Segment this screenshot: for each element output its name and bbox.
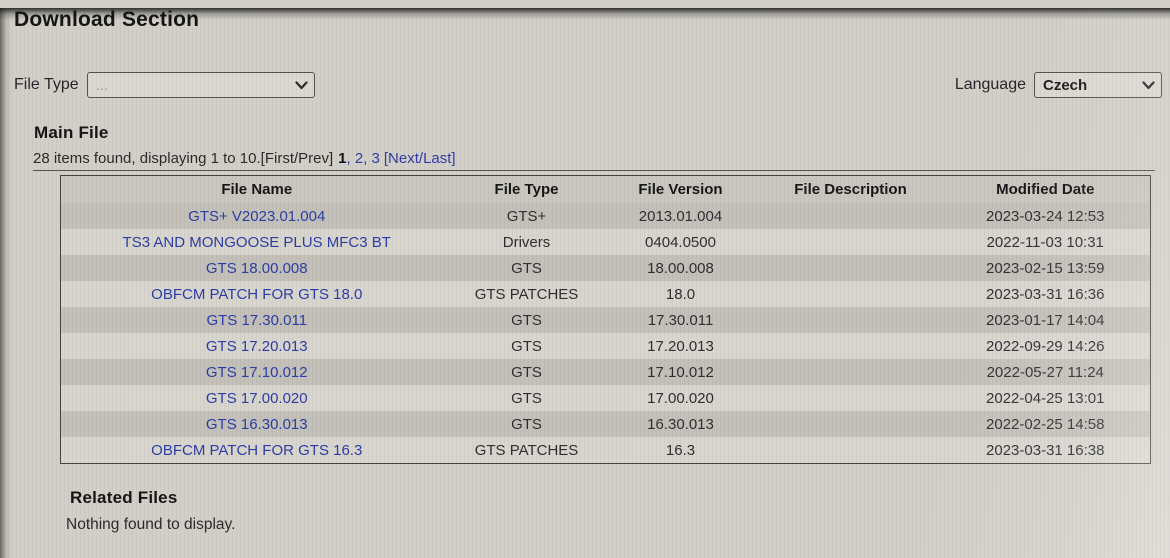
pagination-separator: , bbox=[363, 150, 368, 167]
modified-date-cell: 2023-02-15 13:59 bbox=[940, 255, 1151, 281]
main-file-table: File Name File Type File Version File De… bbox=[60, 175, 1151, 464]
table-row: GTS+ V2023.01.004 GTS+ 2013.01.004 2023-… bbox=[60, 203, 1151, 229]
main-file-heading: Main File bbox=[34, 123, 109, 142]
table-row: TS3 AND MONGOOSE PLUS MFC3 BT Drivers 04… bbox=[60, 229, 1151, 255]
file-description-cell bbox=[760, 281, 941, 307]
related-files-heading: Related Files bbox=[70, 488, 178, 507]
file-version-cell: 18.0 bbox=[600, 281, 761, 307]
table-row: GTS 17.10.012 GTS 17.10.012 2022-05-27 1… bbox=[60, 359, 1151, 385]
file-link[interactable]: GTS 18.00.008 bbox=[205, 259, 308, 277]
file-description-cell bbox=[760, 411, 941, 437]
modified-date-cell: 2023-01-17 14:04 bbox=[940, 307, 1151, 333]
file-version-cell: 16.30.013 bbox=[600, 411, 761, 437]
pagination: 28 items found, displaying 1 to 10.[Firs… bbox=[33, 150, 1155, 171]
file-description-cell bbox=[760, 333, 941, 359]
file-link[interactable]: GTS 16.30.013 bbox=[205, 415, 308, 433]
table-row: GTS 17.30.011 GTS 17.30.011 2023-01-17 1… bbox=[60, 307, 1151, 333]
column-header-file-name: File Name bbox=[60, 175, 453, 203]
chevron-down-icon bbox=[1142, 80, 1155, 90]
file-type-cell: GTS bbox=[452, 333, 601, 359]
modified-date-cell: 2023-03-24 12:53 bbox=[940, 203, 1151, 229]
language-filter: Language Czech bbox=[955, 72, 1162, 98]
file-link[interactable]: GTS 17.00.020 bbox=[205, 389, 308, 407]
download-section-page: Download Section File Type ... Language … bbox=[0, 8, 1170, 534]
file-description-cell bbox=[760, 359, 941, 385]
file-link[interactable]: GTS 17.30.011 bbox=[206, 311, 308, 329]
file-type-label: File Type bbox=[14, 76, 79, 93]
column-header-file-description: File Description bbox=[760, 175, 941, 203]
table-header-row: File Name File Type File Version File De… bbox=[60, 175, 1151, 203]
table-row: GTS 17.20.013 GTS 17.20.013 2022-09-29 1… bbox=[60, 333, 1151, 359]
file-type-cell: Drivers bbox=[452, 229, 601, 255]
file-type-select[interactable]: ... bbox=[86, 72, 315, 98]
file-version-cell: 17.20.013 bbox=[600, 333, 761, 359]
file-version-cell: 16.3 bbox=[600, 437, 761, 464]
file-type-cell: GTS PATCHES bbox=[452, 437, 601, 464]
page-link-3[interactable]: 3 bbox=[371, 150, 380, 167]
table-row: OBFCM PATCH FOR GTS 16.3 GTS PATCHES 16.… bbox=[60, 437, 1151, 464]
table-row: OBFCM PATCH FOR GTS 18.0 GTS PATCHES 18.… bbox=[60, 281, 1151, 307]
file-version-cell: 17.10.012 bbox=[600, 359, 761, 385]
file-link[interactable]: TS3 AND MONGOOSE PLUS MFC3 BT bbox=[122, 233, 391, 251]
modified-date-cell: 2023-03-31 16:38 bbox=[940, 437, 1151, 464]
file-description-cell bbox=[760, 255, 941, 281]
file-link[interactable]: OBFCM PATCH FOR GTS 16.3 bbox=[151, 441, 363, 459]
file-link[interactable]: GTS 17.20.013 bbox=[205, 337, 308, 355]
table-row: GTS 18.00.008 GTS 18.00.008 2023-02-15 1… bbox=[60, 255, 1151, 281]
pagination-summary: 28 items found, displaying 1 to 10. bbox=[33, 150, 261, 167]
file-type-selected-value: ... bbox=[95, 76, 109, 94]
modified-date-cell: 2022-04-25 13:01 bbox=[940, 385, 1151, 411]
modified-date-cell: 2022-02-25 14:58 bbox=[940, 411, 1151, 437]
language-selected-value: Czech bbox=[1043, 76, 1088, 94]
file-version-cell: 17.00.020 bbox=[600, 385, 761, 411]
filter-row: File Type ... Language Czech bbox=[14, 72, 1162, 98]
file-type-cell: GTS PATCHES bbox=[452, 281, 601, 307]
first-prev-label: [First/Prev] bbox=[260, 150, 334, 167]
file-description-cell bbox=[760, 229, 941, 255]
column-header-modified-date: Modified Date bbox=[940, 175, 1151, 203]
file-link[interactable]: OBFCM PATCH FOR GTS 18.0 bbox=[151, 285, 363, 303]
chevron-down-icon bbox=[295, 80, 308, 90]
file-version-cell: 17.30.011 bbox=[600, 307, 761, 333]
language-label: Language bbox=[954, 76, 1026, 93]
next-last-link[interactable]: [Next/Last] bbox=[383, 150, 456, 167]
column-header-file-version: File Version bbox=[600, 175, 761, 203]
file-description-cell bbox=[760, 203, 941, 229]
file-type-cell: GTS bbox=[452, 255, 601, 281]
file-type-filter: File Type ... bbox=[14, 72, 315, 98]
file-type-cell: GTS bbox=[452, 411, 601, 437]
file-version-cell: 0404.0500 bbox=[600, 229, 761, 255]
file-version-cell: 18.00.008 bbox=[600, 255, 761, 281]
current-page: 1 bbox=[338, 150, 347, 167]
file-description-cell bbox=[760, 437, 941, 464]
file-type-cell: GTS+ bbox=[452, 203, 601, 229]
file-type-cell: GTS bbox=[452, 307, 601, 333]
related-files-empty-message: Nothing found to display. bbox=[66, 516, 236, 533]
file-link[interactable]: GTS+ V2023.01.004 bbox=[188, 207, 326, 225]
modified-date-cell: 2022-05-27 11:24 bbox=[940, 359, 1151, 385]
pagination-separator: , bbox=[346, 150, 351, 167]
file-description-cell bbox=[760, 307, 941, 333]
column-header-file-type: File Type bbox=[452, 175, 601, 203]
file-type-cell: GTS bbox=[452, 359, 601, 385]
table-row: GTS 17.00.020 GTS 17.00.020 2022-04-25 1… bbox=[60, 385, 1151, 411]
modified-date-cell: 2022-09-29 14:26 bbox=[940, 333, 1151, 359]
modified-date-cell: 2023-03-31 16:36 bbox=[940, 281, 1151, 307]
page-title: Download Section bbox=[14, 8, 200, 31]
file-type-cell: GTS bbox=[452, 385, 601, 411]
table-row: GTS 16.30.013 GTS 16.30.013 2022-02-25 1… bbox=[60, 411, 1151, 437]
file-link[interactable]: GTS 17.10.012 bbox=[205, 363, 308, 381]
language-select[interactable]: Czech bbox=[1034, 72, 1162, 98]
file-version-cell: 2013.01.004 bbox=[600, 203, 761, 229]
page-link-2[interactable]: 2 bbox=[354, 150, 364, 167]
modified-date-cell: 2022-11-03 10:31 bbox=[940, 229, 1151, 255]
file-description-cell bbox=[760, 385, 941, 411]
